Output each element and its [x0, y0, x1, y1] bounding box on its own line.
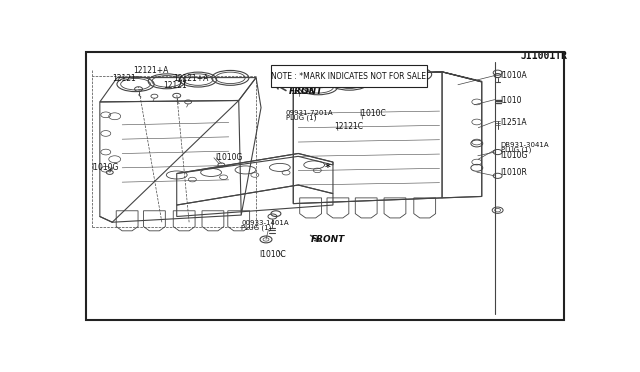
Text: 00933-1401A: 00933-1401A	[241, 220, 289, 226]
Text: 12121: 12121	[163, 81, 187, 90]
Text: 12121+A: 12121+A	[173, 74, 209, 83]
Text: I1010A: I1010A	[500, 71, 527, 80]
Text: I1010G: I1010G	[500, 151, 528, 160]
Text: 12121: 12121	[112, 74, 136, 83]
Text: 12293: 12293	[291, 87, 314, 96]
Text: I1010R: I1010R	[500, 169, 527, 177]
Text: I1010C: I1010C	[359, 109, 385, 118]
Text: 12121+A: 12121+A	[134, 67, 169, 76]
Bar	[271, 65, 428, 87]
Text: I1010: I1010	[500, 96, 522, 105]
Text: I1010G: I1010G	[215, 153, 243, 162]
Text: PLUG (1): PLUG (1)	[241, 224, 271, 231]
Text: 09931-7201A: 09931-7201A	[286, 110, 333, 116]
Text: *: *	[325, 163, 331, 173]
Text: 12121C: 12121C	[334, 122, 363, 131]
Text: DB931-3041A: DB931-3041A	[500, 142, 549, 148]
Text: FRONT: FRONT	[310, 235, 345, 244]
Text: PLUG (1): PLUG (1)	[500, 146, 531, 153]
Text: JI1001TR: JI1001TR	[520, 51, 567, 61]
Text: FRONT: FRONT	[289, 87, 324, 96]
Text: NOTE : *MARK INDICATES NOT FOR SALE.: NOTE : *MARK INDICATES NOT FOR SALE.	[271, 72, 428, 81]
Text: I1251A: I1251A	[500, 118, 527, 127]
Text: PLUG (1): PLUG (1)	[286, 114, 316, 121]
Text: I1010C: I1010C	[260, 250, 286, 259]
Text: I1010G: I1010G	[91, 163, 118, 172]
